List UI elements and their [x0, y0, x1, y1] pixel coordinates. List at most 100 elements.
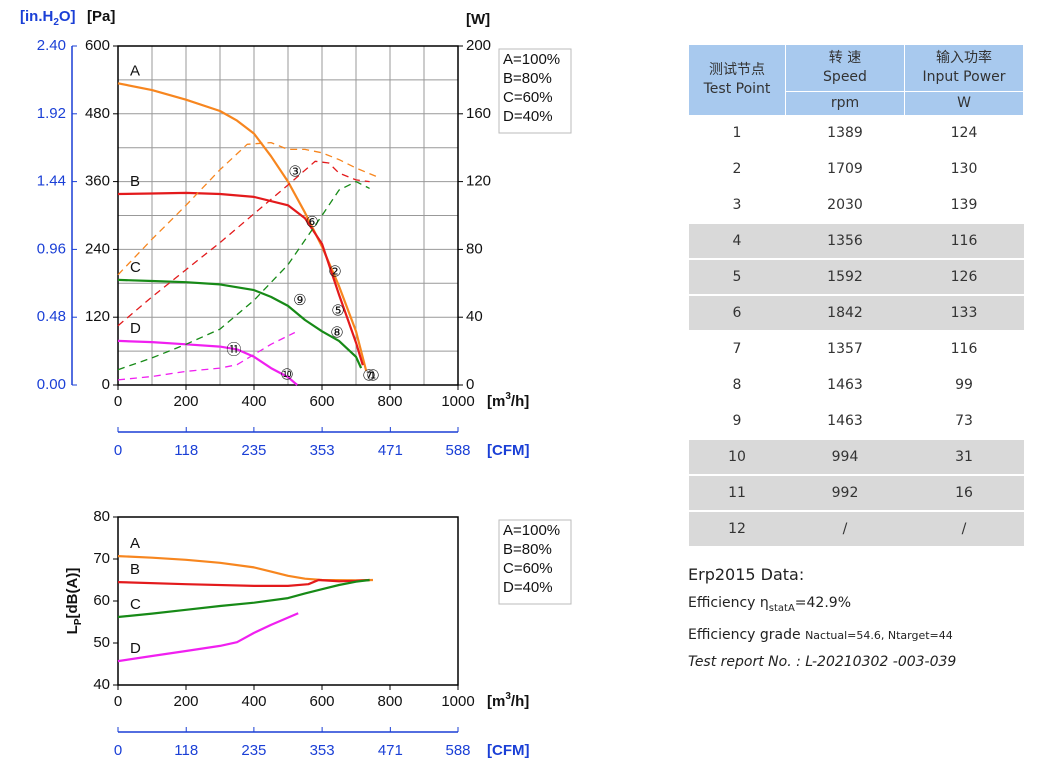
test-point-marker: ⑩	[280, 365, 293, 383]
efficiency-value: =42.9%	[794, 595, 852, 611]
efficiency: Efficiency ηstatA=42.9%	[688, 590, 956, 622]
curve	[117, 82, 368, 372]
legend-entry: C=60%	[503, 89, 553, 106]
y2-axis-label: [W]	[466, 11, 490, 28]
curve	[117, 578, 370, 619]
curve	[117, 555, 374, 582]
curve	[117, 191, 364, 366]
table-cell: 116	[904, 331, 1024, 368]
header-cn: 输入功率	[936, 50, 992, 67]
test-point-marker: ⑧	[330, 324, 343, 342]
test-point-table: 测试节点 Test Point 转 速 Speed 输入功率 Input Power …	[688, 43, 1024, 548]
curve	[117, 278, 363, 369]
x2-tick-label: 353	[310, 742, 335, 759]
table-cell: 2	[688, 151, 786, 188]
curve-label: C	[130, 596, 141, 613]
header-cell: 转 速 Speed	[785, 43, 905, 93]
y-tick-label: 70	[93, 550, 110, 567]
table-cell: 1592	[785, 259, 905, 296]
table-row: 12//	[688, 511, 1024, 548]
table-cell: 10	[688, 439, 786, 476]
y-tick-label: 40	[93, 676, 110, 693]
y-tick-label: 80	[93, 508, 110, 525]
test-point-marker: ⑨	[293, 291, 306, 309]
header-cn: 转 速	[828, 50, 862, 67]
test-point-marker: ⑪	[226, 340, 241, 358]
table-cell: /	[904, 511, 1024, 548]
table-cell: 1463	[785, 367, 905, 404]
table-cell: /	[785, 511, 905, 548]
y3-tick-label: 2.40	[37, 37, 66, 54]
x2-tick-label: 118	[174, 442, 198, 459]
y3-axis-label-part: [in.H	[20, 8, 53, 25]
y3-tick-label: 0.00	[37, 376, 66, 393]
y3-axis-label: [in.H2O]	[20, 8, 76, 28]
curve-label: D	[130, 640, 141, 657]
y3-tick-label: 1.44	[37, 173, 66, 190]
power-curve	[117, 141, 377, 276]
grade-text: Efficiency grade	[688, 626, 806, 643]
table-cell: 992	[785, 475, 905, 512]
y-tick-label: 240	[85, 240, 110, 257]
table-cell: 126	[904, 259, 1024, 296]
x2-tick-label: 471	[378, 742, 403, 759]
test-report: Test report No. : L-20210302 -003-039	[688, 653, 957, 670]
table-body: 1 1389 124 2 1709 130 3 2030 139 4 1356 116 5 1592 126…	[688, 115, 1024, 548]
legend-entry: C=60%	[503, 560, 553, 577]
plot-frame	[117, 516, 459, 686]
header-unit: W	[904, 91, 1024, 116]
y-axis-label: [Pa]	[87, 8, 115, 25]
x-axis-label-part: /h]	[511, 693, 529, 710]
curve-label: C	[130, 259, 141, 276]
table-cell: 3	[688, 187, 786, 224]
table-cell: 12	[688, 511, 786, 548]
plot-frame	[117, 45, 459, 386]
legend-entry: A=100%	[503, 51, 560, 68]
table-row: 10 994 31	[688, 439, 1024, 476]
y-tick-label: 0	[102, 376, 110, 393]
table-cell: 31	[904, 439, 1024, 476]
x2-tick-label: 588	[445, 442, 470, 459]
x-tick-label: 0	[114, 393, 122, 410]
legend-entry: D=40%	[503, 579, 553, 596]
table-cell: 1463	[785, 403, 905, 440]
y2-tick-label: 40	[466, 308, 483, 325]
power-curve	[117, 180, 370, 371]
x-axis-label-part: /h]	[511, 393, 529, 410]
header-unit: rpm	[785, 91, 905, 116]
curve-label: D	[130, 320, 141, 337]
header-cn: 测试节点	[709, 62, 765, 78]
y3-tick-label: 1.92	[37, 105, 66, 122]
x-tick-label: 800	[377, 393, 402, 410]
table-cell: 1709	[785, 151, 905, 188]
header-cell: 输入功率 Input Power	[904, 43, 1024, 93]
test-point-marker: ⑥	[305, 213, 318, 231]
efficiency-text: Efficiency η	[688, 595, 769, 611]
x-axis-label-part: 3	[505, 391, 511, 402]
table-cell: 5	[688, 259, 786, 296]
x-tick-label: 1000	[441, 693, 474, 710]
curve-label: A	[130, 535, 140, 552]
header-en: Speed	[823, 69, 867, 86]
legend-frame	[498, 48, 572, 134]
table-row: 1 1389 124	[688, 115, 1024, 152]
legend-entry: D=40%	[503, 108, 553, 125]
legend-entry: B=80%	[503, 70, 552, 87]
table-cell: 139	[904, 187, 1024, 224]
table-cell: 124	[904, 115, 1024, 152]
y3-axis-label-part: O]	[59, 8, 76, 25]
y2-tick-label: 0	[466, 376, 474, 393]
test-point-marker: ⑦	[362, 366, 375, 384]
efficiency-grade: Efficiency grade Nactual=54.6, Ntarget=4…	[688, 622, 956, 649]
table-cell: 7	[688, 331, 786, 368]
curve-label: B	[130, 173, 140, 190]
table-cell: 11	[688, 475, 786, 512]
y-tick-label: 480	[85, 105, 110, 122]
x-axis-label: [m3/h]	[487, 391, 529, 410]
x2-tick-label: 353	[310, 442, 335, 459]
table-cell: 73	[904, 403, 1024, 440]
table-cell: 133	[904, 295, 1024, 332]
x-tick-label: 200	[173, 693, 198, 710]
erp-data: Erp2015 Data: Efficiency ηstatA=42.9% Ef…	[688, 562, 956, 675]
